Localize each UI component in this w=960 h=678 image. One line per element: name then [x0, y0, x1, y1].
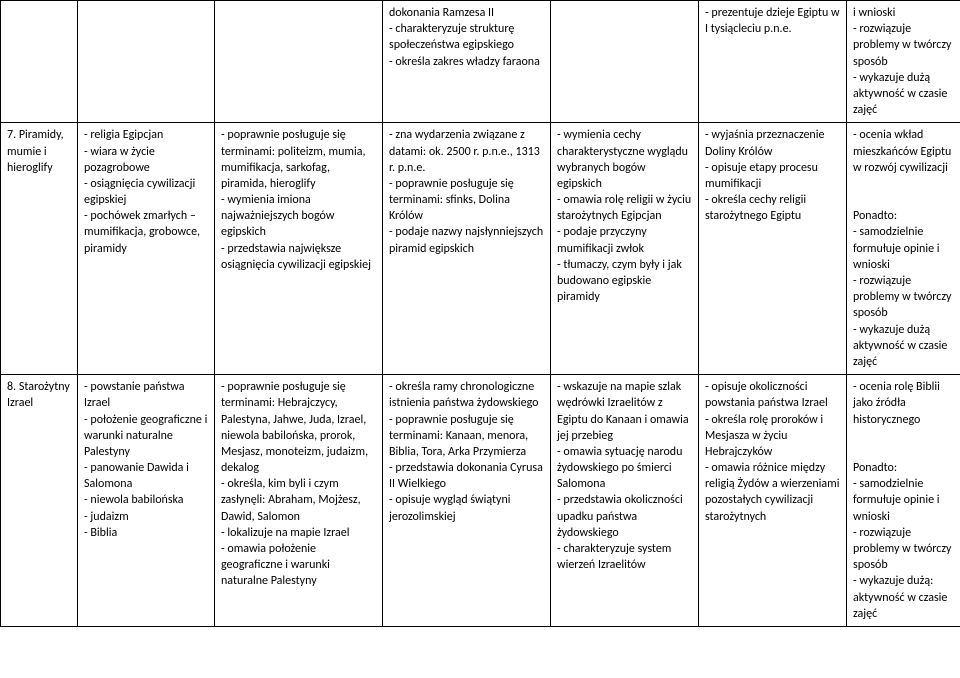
table-row: dokonania Ramzesa II- charakteryzuje str… [1, 1, 960, 123]
cell-col3: - określa ramy chronologiczne istnienia … [383, 375, 551, 627]
cell-col3: - zna wydarzenia związane z datami: ok. … [383, 123, 551, 375]
cell-col1: - religia Egipcjan- wiara w życie pozagr… [78, 123, 215, 375]
cell-col2: - poprawnie posługuje się terminami: Heb… [215, 375, 383, 627]
cell-col6: - ocenia wkład mieszkańców Egiptu w rozw… [847, 123, 960, 375]
cell-topic: 7. Piramidy, mumie i hieroglify [1, 123, 78, 375]
cell-col5: - wyjaśnia przeznaczenie Doliny Królów- … [699, 123, 847, 375]
cell-col4 [551, 1, 699, 123]
cell-col1: - powstanie państwa Izrael- położenie ge… [78, 375, 215, 627]
cell-col4: - wymienia cechy charakterystyczne wyglą… [551, 123, 699, 375]
cell-topic [1, 1, 78, 123]
cell-col2: - poprawnie posługuje się terminami: pol… [215, 123, 383, 375]
cell-col4: - wskazuje na mapie szlak wędrówki Izrae… [551, 375, 699, 627]
table-row: 7. Piramidy, mumie i hieroglify - religi… [1, 123, 960, 375]
table-row: 8. Starożytny Izrael - powstanie państwa… [1, 375, 960, 627]
cell-col1 [78, 1, 215, 123]
cell-col2 [215, 1, 383, 123]
cell-col3: dokonania Ramzesa II- charakteryzuje str… [383, 1, 551, 123]
curriculum-table: dokonania Ramzesa II- charakteryzuje str… [0, 0, 960, 627]
cell-topic: 8. Starożytny Izrael [1, 375, 78, 627]
cell-col6: i wnioski- rozwiązuje problemy w twórczy… [847, 1, 960, 123]
cell-col5: - opisuje okoliczności powstania państwa… [699, 375, 847, 627]
cell-col6: - ocenia rolę Biblii jako źródła history… [847, 375, 960, 627]
cell-col5: - prezentuje dzieje Egiptu w I tysiąclec… [699, 1, 847, 123]
